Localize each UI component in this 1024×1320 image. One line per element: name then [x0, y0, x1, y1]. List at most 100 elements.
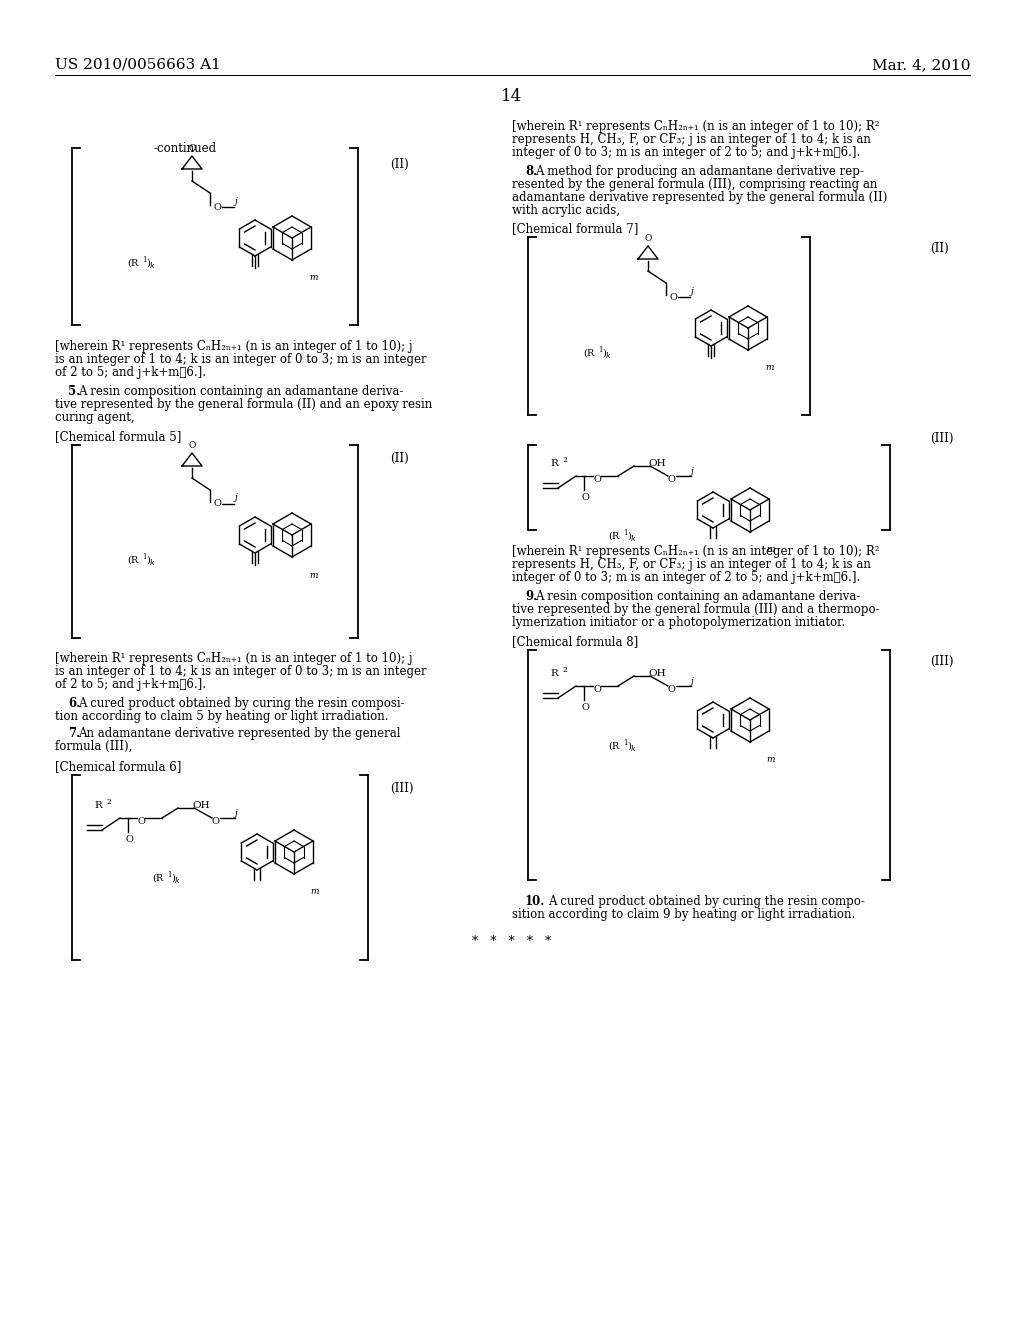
Text: [wherein R¹ represents CₙH₂ₙ₊₁ (n is an integer of 1 to 10); R²: [wherein R¹ represents CₙH₂ₙ₊₁ (n is an … — [512, 545, 880, 558]
Text: j: j — [234, 809, 238, 818]
Text: k: k — [631, 744, 636, 752]
Text: (III): (III) — [930, 655, 953, 668]
Text: An adamantane derivative represented by the general: An adamantane derivative represented by … — [78, 727, 400, 741]
Text: O: O — [668, 685, 676, 693]
Text: is an integer of 1 to 4; k is an integer of 0 to 3; m is an integer: is an integer of 1 to 4; k is an integer… — [55, 665, 427, 678]
Text: ): ) — [171, 874, 175, 883]
Text: tive represented by the general formula (II) and an epoxy resin: tive represented by the general formula … — [55, 399, 432, 411]
Text: resented by the general formula (III), comprising reacting an: resented by the general formula (III), c… — [512, 178, 878, 191]
Text: A method for producing an adamantane derivative rep-: A method for producing an adamantane der… — [535, 165, 864, 178]
Text: [Chemical formula 6]: [Chemical formula 6] — [55, 760, 181, 774]
Text: 14: 14 — [502, 88, 522, 106]
Text: 2: 2 — [562, 455, 567, 465]
Text: O: O — [668, 474, 676, 483]
Text: 9.: 9. — [525, 590, 538, 603]
Text: j: j — [691, 286, 693, 296]
Text: 2: 2 — [562, 667, 567, 675]
Text: ): ) — [627, 742, 631, 751]
Text: m: m — [309, 570, 317, 579]
Text: O: O — [212, 817, 220, 825]
Text: [wherein R¹ represents CₙH₂ₙ₊₁ (n is an integer of 1 to 10); j: [wherein R¹ represents CₙH₂ₙ₊₁ (n is an … — [55, 341, 413, 352]
Text: j: j — [691, 677, 693, 686]
Text: ): ) — [146, 259, 150, 268]
Text: 1: 1 — [623, 739, 628, 747]
Text: (R: (R — [127, 556, 138, 565]
Text: integer of 0 to 3; m is an integer of 2 to 5; and j+k+m≦6.].: integer of 0 to 3; m is an integer of 2 … — [512, 147, 860, 158]
Text: O: O — [644, 234, 651, 243]
Text: m: m — [765, 363, 773, 372]
Text: [wherein R¹ represents CₙH₂ₙ₊₁ (n is an integer of 1 to 10); j: [wherein R¹ represents CₙH₂ₙ₊₁ (n is an … — [55, 652, 413, 665]
Text: [Chemical formula 7]: [Chemical formula 7] — [512, 222, 638, 235]
Text: (R: (R — [152, 874, 163, 883]
Text: O: O — [670, 293, 678, 301]
Text: -continued: -continued — [154, 143, 216, 154]
Text: US 2010/0056663 A1: US 2010/0056663 A1 — [55, 58, 221, 73]
Text: O: O — [581, 704, 589, 713]
Text: 6.: 6. — [68, 697, 80, 710]
Text: m: m — [309, 273, 317, 282]
Text: R: R — [550, 458, 558, 467]
Text: (R: (R — [608, 742, 620, 751]
Text: represents H, CH₃, F, or CF₃; j is an integer of 1 to 4; k is an: represents H, CH₃, F, or CF₃; j is an in… — [512, 133, 870, 147]
Text: A cured product obtained by curing the resin composi-: A cured product obtained by curing the r… — [78, 697, 404, 710]
Text: lymerization initiator or a photopolymerization initiator.: lymerization initiator or a photopolymer… — [512, 616, 845, 630]
Text: m: m — [310, 887, 318, 896]
Text: 5.: 5. — [68, 385, 80, 399]
Text: (R: (R — [127, 259, 138, 268]
Text: ): ) — [627, 532, 631, 540]
Text: 1: 1 — [598, 346, 602, 354]
Text: is an integer of 1 to 4; k is an integer of 0 to 3; m is an integer: is an integer of 1 to 4; k is an integer… — [55, 352, 427, 366]
Text: 10.: 10. — [525, 895, 546, 908]
Text: m: m — [766, 545, 774, 554]
Text: *   *   *   *   *: * * * * * — [472, 935, 552, 948]
Text: k: k — [150, 558, 155, 568]
Text: curing agent,: curing agent, — [55, 411, 134, 424]
Text: OH: OH — [193, 800, 210, 809]
Text: 2: 2 — [106, 799, 111, 807]
Text: (III): (III) — [390, 781, 414, 795]
Text: [Chemical formula 5]: [Chemical formula 5] — [55, 430, 181, 444]
Text: Mar. 4, 2010: Mar. 4, 2010 — [871, 58, 970, 73]
Text: 1: 1 — [623, 529, 628, 537]
Text: k: k — [150, 261, 155, 271]
Text: R: R — [94, 800, 101, 809]
Text: (II): (II) — [930, 242, 949, 255]
Text: (R: (R — [608, 532, 620, 540]
Text: (III): (III) — [930, 432, 953, 445]
Text: 7.: 7. — [68, 727, 80, 741]
Text: R: R — [550, 668, 558, 677]
Text: OH: OH — [648, 668, 666, 677]
Text: [Chemical formula 8]: [Chemical formula 8] — [512, 635, 638, 648]
Text: (R: (R — [583, 348, 594, 358]
Text: 1: 1 — [142, 256, 146, 264]
Text: m: m — [766, 755, 774, 764]
Text: of 2 to 5; and j+k+m≦6.].: of 2 to 5; and j+k+m≦6.]. — [55, 366, 206, 379]
Text: k: k — [606, 352, 610, 360]
Text: O: O — [188, 441, 196, 450]
Text: 8.: 8. — [525, 165, 538, 178]
Text: (II): (II) — [390, 451, 409, 465]
Text: 1: 1 — [167, 871, 171, 879]
Text: A resin composition containing an adamantane deriva-: A resin composition containing an adaman… — [78, 385, 403, 399]
Text: ): ) — [146, 556, 150, 565]
Text: k: k — [175, 876, 179, 884]
Text: O: O — [188, 144, 196, 153]
Text: OH: OH — [648, 458, 666, 467]
Text: (II): (II) — [390, 158, 409, 172]
Text: formula (III),: formula (III), — [55, 741, 132, 752]
Text: of 2 to 5; and j+k+m≦6.].: of 2 to 5; and j+k+m≦6.]. — [55, 678, 206, 690]
Text: A cured product obtained by curing the resin compo-: A cured product obtained by curing the r… — [548, 895, 865, 908]
Text: represents H, CH₃, F, or CF₃; j is an integer of 1 to 4; k is an: represents H, CH₃, F, or CF₃; j is an in… — [512, 558, 870, 572]
Text: O: O — [593, 685, 601, 693]
Text: with acrylic acids,: with acrylic acids, — [512, 205, 620, 216]
Text: O: O — [593, 474, 601, 483]
Text: [wherein R¹ represents CₙH₂ₙ₊₁ (n is an integer of 1 to 10); R²: [wherein R¹ represents CₙH₂ₙ₊₁ (n is an … — [512, 120, 880, 133]
Text: integer of 0 to 3; m is an integer of 2 to 5; and j+k+m≦6.].: integer of 0 to 3; m is an integer of 2 … — [512, 572, 860, 583]
Text: tive represented by the general formula (III) and a thermopo-: tive represented by the general formula … — [512, 603, 880, 616]
Text: A resin composition containing an adamantane deriva-: A resin composition containing an adaman… — [535, 590, 860, 603]
Text: O: O — [137, 817, 144, 825]
Text: ): ) — [602, 348, 606, 358]
Text: j: j — [234, 494, 238, 503]
Text: j: j — [234, 197, 238, 206]
Text: sition according to claim 9 by heating or light irradiation.: sition according to claim 9 by heating o… — [512, 908, 855, 921]
